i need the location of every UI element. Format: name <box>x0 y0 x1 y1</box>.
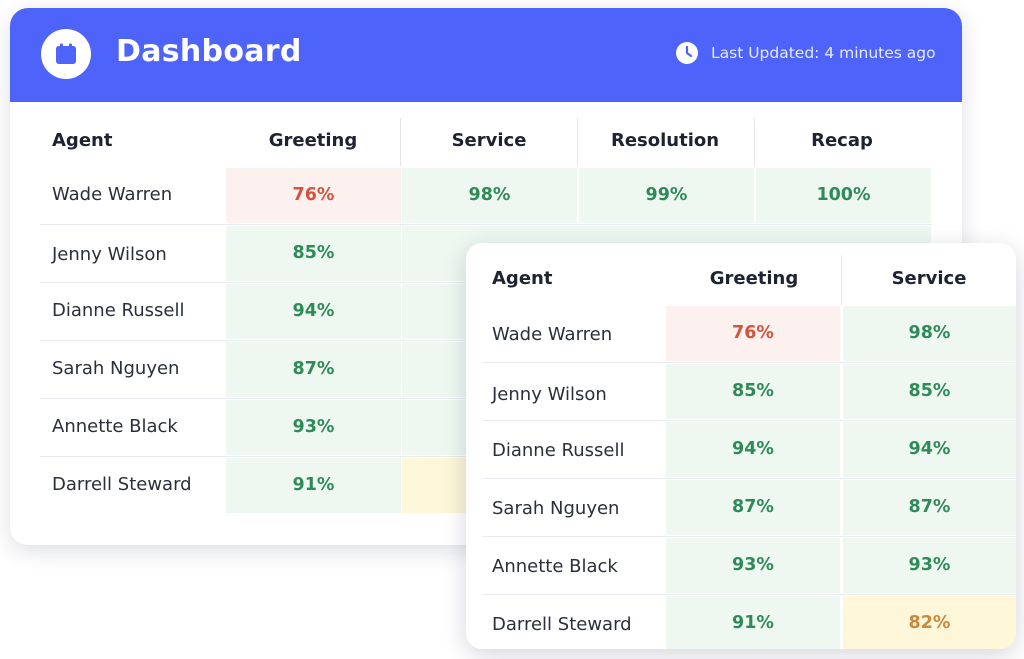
greeting-score: 91% <box>666 596 840 649</box>
service-score: 82% <box>843 596 1016 649</box>
row-divider <box>482 594 1016 595</box>
agent-name: Wade Warren <box>52 184 173 205</box>
column-divider <box>577 118 578 166</box>
service-score: 94% <box>843 422 1016 477</box>
agent-name: Sarah Nguyen <box>52 358 180 379</box>
agent-name: Darrell Steward <box>52 474 192 495</box>
row-divider <box>482 420 1016 421</box>
agent-scores-popup: Agent Greeting Service Wade Warren 76% 9… <box>466 243 1016 649</box>
column-header-agent[interactable]: Agent <box>492 268 553 289</box>
column-divider <box>754 118 755 166</box>
column-divider <box>400 118 401 166</box>
agent-name: Jenny Wilson <box>52 244 167 265</box>
agent-name: Annette Black <box>52 416 178 437</box>
column-header-service[interactable]: Service <box>891 268 967 289</box>
service-score: 85% <box>843 364 1016 419</box>
greeting-score: 94% <box>226 284 401 339</box>
column-header-recap[interactable]: Recap <box>811 130 873 151</box>
greeting-score: 85% <box>666 364 840 419</box>
row-divider <box>482 362 1016 363</box>
agent-name: Annette Black <box>492 556 618 577</box>
clock-icon <box>676 42 698 64</box>
greeting-score: 76% <box>226 168 401 223</box>
service-score: 98% <box>843 306 1016 361</box>
column-header-greeting[interactable]: Greeting <box>709 268 799 289</box>
greeting-score: 93% <box>666 538 840 593</box>
dashboard-header: Dashboard Last Updated: 4 minutes ago <box>10 8 962 102</box>
service-score: 87% <box>843 480 1016 535</box>
column-header-agent[interactable]: Agent <box>52 130 113 151</box>
agent-name: Sarah Nguyen <box>492 498 620 519</box>
greeting-score: 91% <box>226 458 401 513</box>
row-divider <box>40 224 932 225</box>
agent-name: Darrell Steward <box>492 614 632 635</box>
agent-name: Wade Warren <box>492 324 613 345</box>
column-divider <box>841 255 842 305</box>
row-divider <box>482 478 1016 479</box>
column-header-resolution[interactable]: Resolution <box>610 130 720 151</box>
greeting-score: 93% <box>226 400 401 455</box>
page-title: Dashboard <box>116 34 302 69</box>
last-updated-text: Last Updated: 4 minutes ago <box>711 44 936 62</box>
greeting-score: 87% <box>666 480 840 535</box>
agent-name: Dianne Russell <box>492 440 625 461</box>
calendar-icon <box>41 29 91 79</box>
greeting-score: 87% <box>226 342 401 397</box>
service-score: 98% <box>402 168 577 223</box>
recap-score: 100% <box>756 168 931 223</box>
agent-name: Jenny Wilson <box>492 384 607 405</box>
column-header-greeting[interactable]: Greeting <box>268 130 358 151</box>
greeting-score: 94% <box>666 422 840 477</box>
column-header-service[interactable]: Service <box>451 130 527 151</box>
greeting-score: 76% <box>666 306 840 361</box>
resolution-score: 99% <box>579 168 754 223</box>
agent-name: Dianne Russell <box>52 300 185 321</box>
greeting-score: 85% <box>226 226 401 281</box>
service-score: 93% <box>843 538 1016 593</box>
row-divider <box>482 536 1016 537</box>
